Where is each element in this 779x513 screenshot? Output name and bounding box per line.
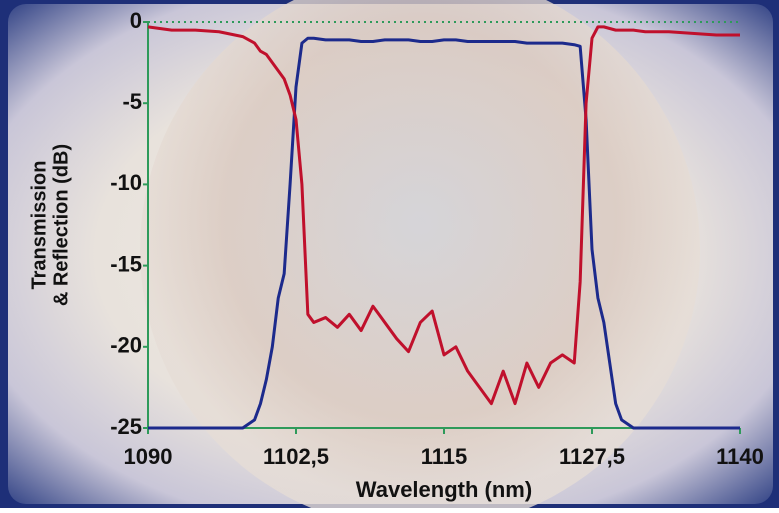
y-tick-label: -25 <box>110 414 142 439</box>
y-axis-label: Transmission <box>28 161 50 290</box>
background-globe <box>140 0 700 513</box>
y-tick-label: -5 <box>122 89 142 114</box>
y-tick-label: 0 <box>130 8 142 33</box>
x-tick-label: 1102,5 <box>263 444 329 469</box>
x-tick-label: 1127,5 <box>559 444 625 469</box>
y-tick-label: -10 <box>110 170 142 195</box>
series-line <box>147 25 740 406</box>
y-tick-label: -20 <box>110 333 142 358</box>
x-tick-label: 1140 <box>716 444 764 469</box>
x-tick-label: 1115 <box>421 444 468 469</box>
x-tick-label: 1090 <box>124 444 173 469</box>
y-axis-label: & Reflection (dB) <box>50 144 72 306</box>
y-tick-label: -15 <box>110 251 142 276</box>
x-axis-label: Wavelength (nm) <box>356 477 532 502</box>
series-line <box>148 36 740 430</box>
